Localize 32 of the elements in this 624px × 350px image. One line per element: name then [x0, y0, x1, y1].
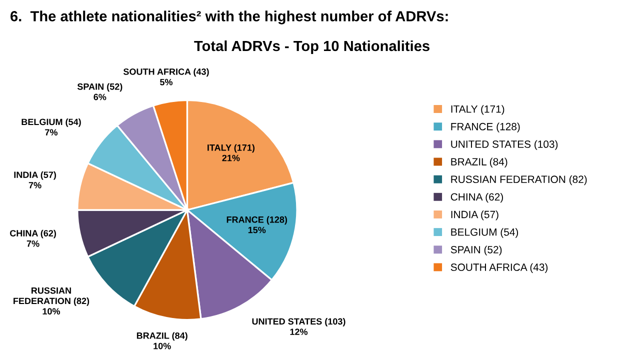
legend-label: RUSSIAN FEDERATION (82)	[451, 175, 587, 186]
legend-label: BELGIUM (54)	[451, 228, 518, 238]
slice-label: BRAZIL (84)	[136, 332, 188, 341]
data-label: 6%	[94, 94, 106, 100]
data-label: 5%	[160, 78, 173, 86]
legend-label: INDIA (57)	[451, 210, 498, 220]
chart-title: Total ADRVs - Top 10 Nationalities	[194, 40, 430, 54]
data-label: 7%	[26, 240, 40, 247]
data-label: 7%	[28, 182, 42, 188]
legend-label: CHINA (62)	[450, 192, 503, 203]
legend-label: ITALY (171)	[451, 105, 504, 115]
slice-label: SPAIN (52)	[77, 83, 122, 92]
data-label: 15%	[248, 226, 266, 234]
data-label: 21%	[222, 154, 240, 162]
data-label: 10%	[154, 342, 171, 350]
legend-label: UNITED STATES (103)	[451, 140, 558, 150]
data-label: 10%	[42, 308, 60, 315]
slice-label: SOUTH AFRICA (43)	[123, 68, 209, 77]
data-label: 12%	[290, 328, 308, 336]
legend-label: FRANCE (128)	[451, 122, 520, 132]
slice-label: UNITED STATES (103)	[252, 318, 346, 326]
slice-label: FRANCE (128)	[226, 216, 288, 225]
data-label: 7%	[45, 129, 58, 136]
text: 6. The athlete nationalities² with the highest number of ADRVs:	[10, 10, 448, 24]
slice-label: INDIA (57)	[14, 171, 56, 180]
legend-label: SPAIN (52)	[450, 246, 502, 256]
slice-label: BELGIUM (54)	[22, 118, 81, 127]
slice-label: CHINA (62)	[10, 230, 56, 238]
legend-label: SOUTH AFRICA (43)	[450, 263, 548, 273]
slice-label: ITALY (171)	[208, 144, 255, 153]
slice-label: RUSSIAN FEDERATION (82)	[14, 287, 90, 306]
legend-label: BRAZIL (84)	[451, 158, 508, 168]
